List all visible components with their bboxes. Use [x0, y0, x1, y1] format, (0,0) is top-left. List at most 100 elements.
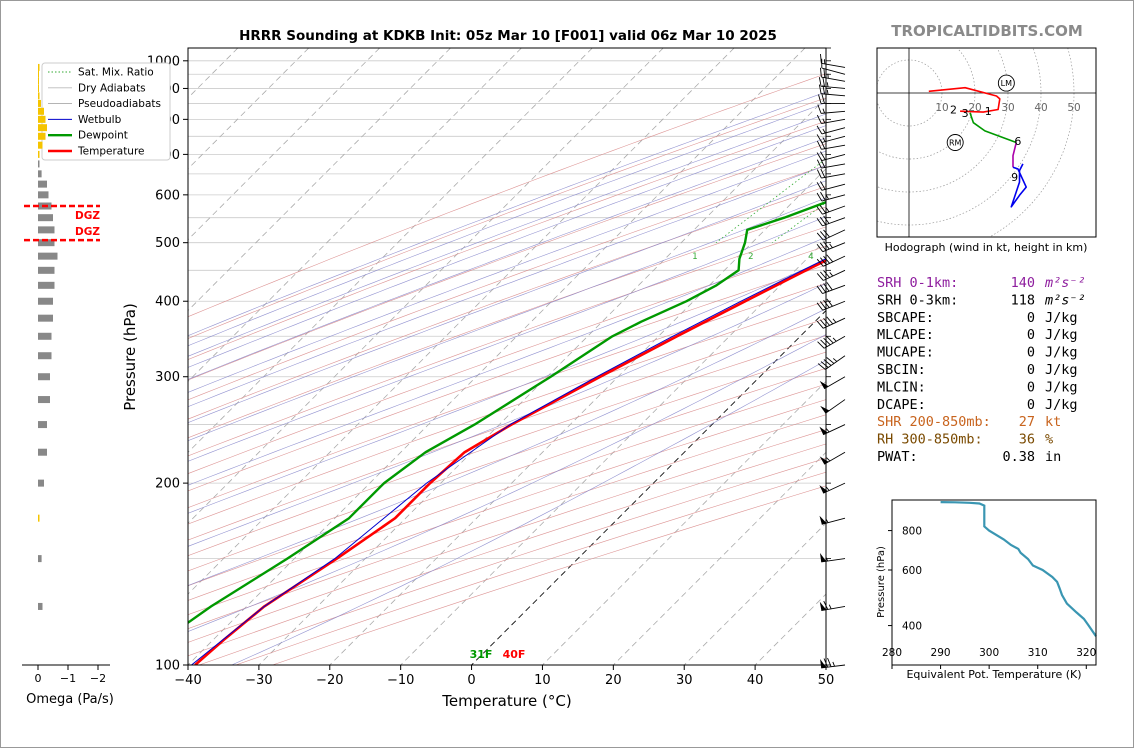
barb-full — [820, 271, 827, 280]
barb-flag — [819, 456, 829, 465]
barb-staff — [821, 606, 846, 612]
thetae-x-tick-label: 310 — [1028, 647, 1048, 659]
dry-adiabat — [188, 351, 826, 572]
chart-title: HRRR Sounding at KDKB Init: 05z Mar 10 [… — [239, 28, 777, 44]
thetae-y-tick-label: 800 — [902, 526, 922, 538]
stat-label: MLCIN: — [877, 379, 926, 395]
stat-label: MLCAPE: — [877, 327, 934, 343]
pseudoadiabat — [188, 197, 826, 441]
barb-staff — [821, 93, 846, 97]
stat-label: PWAT: — [877, 449, 918, 465]
barb-full — [823, 229, 830, 238]
stat-label: MUCAPE: — [877, 345, 934, 361]
wind-barb — [816, 191, 846, 202]
thetae-x-tick-label: 300 — [979, 647, 999, 659]
barb-staff — [822, 205, 846, 215]
x-tick-label: 40 — [747, 673, 764, 688]
barb-full — [826, 357, 835, 364]
thetae-x-tick-label: 280 — [882, 647, 902, 659]
dry-adiabat — [188, 429, 826, 643]
barb-full — [820, 361, 829, 368]
barb-full — [816, 182, 823, 191]
omega-bar — [38, 124, 47, 132]
wind-barb — [820, 67, 846, 82]
wind-barb — [817, 335, 846, 349]
barb-half — [822, 108, 826, 114]
legend-entry: Temperature — [77, 146, 145, 158]
legend-entry: Pseudoadiabats — [78, 98, 161, 110]
x-tick-label: −40 — [174, 673, 201, 688]
barb-full — [823, 215, 830, 224]
stat-unit: in — [1045, 449, 1061, 465]
barb-full — [820, 319, 827, 328]
hodograph-ring-label: 30 — [1001, 102, 1014, 114]
barb-flag — [819, 515, 827, 525]
dry-adiabat — [188, 283, 826, 509]
stat-unit: kt — [1045, 414, 1061, 430]
hodograph-trace — [1012, 142, 1018, 168]
stat-unit: J/kg — [1045, 379, 1078, 395]
dry-adiabat — [188, 399, 826, 616]
pseudoadiabat — [188, 259, 826, 514]
barb-full — [818, 84, 822, 94]
dry-adiabat — [188, 206, 826, 439]
stat-label: SRH 0-3km: — [877, 292, 958, 308]
thetae-x-tick-label: 290 — [931, 647, 951, 659]
pseudoadiabat — [188, 113, 826, 357]
mixing-ratio-label: 8 — [873, 252, 878, 262]
omega-bar — [38, 99, 41, 107]
barb-full — [820, 181, 826, 190]
x-tick-label: −20 — [316, 673, 343, 688]
stat-value: 27 — [1019, 414, 1035, 430]
barb-full — [820, 339, 828, 347]
y-tick-label: 500 — [155, 236, 180, 251]
stat-label: DCAPE: — [877, 397, 926, 413]
barb-staff — [821, 62, 846, 68]
pseudoadiabat — [188, 308, 826, 586]
omega-bar — [38, 150, 40, 158]
barb-staff — [821, 127, 846, 135]
omega-bar — [38, 107, 44, 115]
omega-tick-label: −1 — [60, 672, 76, 685]
barb-half — [832, 358, 838, 362]
barb-half — [825, 556, 829, 562]
isotherm-line — [825, 664, 826, 665]
hodograph-trace — [928, 86, 1001, 113]
hodograph-ring-label: 20 — [968, 102, 981, 114]
barb-full — [823, 241, 830, 250]
barb-staff — [823, 229, 846, 241]
barb-full — [818, 94, 822, 104]
dry-adiabat — [199, 457, 826, 665]
barb-staff — [823, 335, 846, 349]
stat-value: 0 — [1027, 345, 1035, 361]
barb-half — [832, 661, 835, 667]
barb-half — [832, 318, 837, 323]
barb-full — [819, 205, 827, 214]
omega-bar — [38, 170, 42, 178]
thetae-frame — [891, 499, 1097, 666]
dry-adiabat — [188, 226, 826, 457]
omega-bar — [38, 602, 43, 610]
barb-full — [816, 302, 824, 311]
mixing-ratio-label: 1 — [692, 252, 697, 262]
barb-half — [826, 82, 829, 88]
legend-entry: Sat. Mix. Ratio — [78, 67, 154, 79]
barb-full — [819, 242, 827, 251]
stat-label: SRH 0-1km: — [877, 275, 958, 291]
mixing-ratio-line — [1034, 48, 1134, 243]
pseudoadiabat — [188, 102, 826, 347]
stat-unit: J/kg — [1045, 310, 1078, 326]
wind-barb — [817, 104, 846, 114]
barb-full — [826, 316, 834, 325]
y-tick-label: 600 — [155, 188, 180, 203]
surface-dewpoint-label: 31F — [470, 648, 493, 661]
barb-full — [817, 363, 826, 370]
omega-bar — [38, 160, 40, 168]
barb-staff — [821, 135, 846, 143]
wind-barb — [820, 399, 846, 414]
wind-barb — [818, 77, 846, 89]
barb-full — [822, 77, 826, 87]
barb-staff — [823, 317, 846, 329]
stat-value: 140 — [1011, 275, 1035, 291]
barb-half — [825, 207, 830, 213]
